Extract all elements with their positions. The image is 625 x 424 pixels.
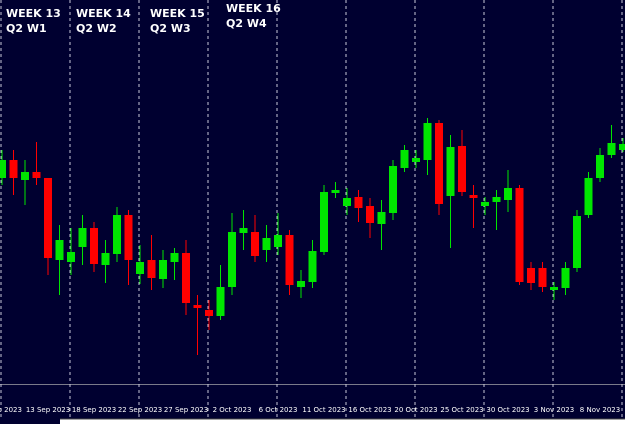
candle-body [308,251,317,282]
candle-body [446,147,455,196]
candle-body [170,253,179,262]
candle-body [619,144,625,150]
candle-body [596,155,604,178]
x-tick-label: 8 Nov 2023 [580,406,620,414]
candle-body [239,228,248,233]
candle-body [285,235,294,285]
week-label: WEEK 13 [6,7,61,20]
candle-body [607,143,616,155]
x-tick-label: 8 Sep 2023 [0,406,22,414]
candle-body [297,281,305,287]
week-sub-label: Q2 W3 [150,22,191,35]
x-tick-label: 25 Oct 2023 [440,406,483,414]
x-tick-label: 11 Oct 2023 [302,406,345,414]
week-sub-label: Q2 W4 [226,17,267,30]
candle-body [55,240,64,260]
week-label: WEEK 15 [150,7,205,20]
candle-body [262,238,271,250]
candle-body [44,178,52,258]
candle-body [182,253,190,303]
x-tick-label: 22 Sep 2023 [118,406,162,414]
x-tick-label: 27 Sep 2023 [164,406,208,414]
candle-body [228,232,236,287]
candle-body [515,188,524,282]
x-tick-label: 18 Sep 2023 [72,406,116,414]
candle-body [193,305,202,308]
candle-body [527,268,535,283]
candle-body [504,188,512,200]
candle-body [274,235,282,247]
candle-body [561,268,570,288]
candle-body [101,253,110,265]
candle-body [9,160,18,178]
week-label: WEEK 16 [226,2,281,15]
candle-body [412,158,420,162]
candle-body [124,215,133,260]
week-sub-label: Q2 W1 [6,22,47,35]
candle-body [320,192,328,252]
candle-body [366,206,374,223]
candle-body [550,287,558,290]
candle-body [32,172,41,178]
candle-body [400,150,409,168]
candle-body [573,216,581,268]
candle-body [331,190,340,193]
candle-body [136,262,144,274]
candle-body [481,202,489,206]
candle-body [458,146,466,192]
x-tick-label: 3 Nov 2023 [534,406,574,414]
week-label: WEEK 14 [76,7,131,20]
candle-body [113,215,121,254]
candle-body [435,123,443,204]
candle-body [78,228,87,247]
x-tick-label: 30 Oct 2023 [486,406,529,414]
candle-body [584,178,593,215]
candle-body [354,197,363,208]
scroll-bar[interactable] [60,419,625,424]
candle-body [389,166,397,213]
candle-body [469,195,478,198]
x-tick-label: 2 Oct 2023 [213,406,252,414]
candle-body [216,287,225,316]
candle-body [90,228,98,264]
x-tick-label: 16 Oct 2023 [348,406,391,414]
candle-body [205,310,213,316]
x-tick-label: 6 Oct 2023 [259,406,298,414]
candle-body [538,268,547,287]
candle-body [423,123,432,160]
candle-body [159,260,167,279]
candle-body [251,232,259,256]
candle-body [492,197,501,202]
candle-body [377,212,386,224]
candle-body [67,252,75,262]
candle-body [0,160,6,178]
x-tick-label: 13 Sep 2023 [26,406,70,414]
candle-body [343,198,351,206]
x-tick-label: 20 Oct 2023 [394,406,437,414]
week-sub-label: Q2 W2 [76,22,117,35]
candle-body [21,172,29,180]
candle-body [147,260,156,278]
